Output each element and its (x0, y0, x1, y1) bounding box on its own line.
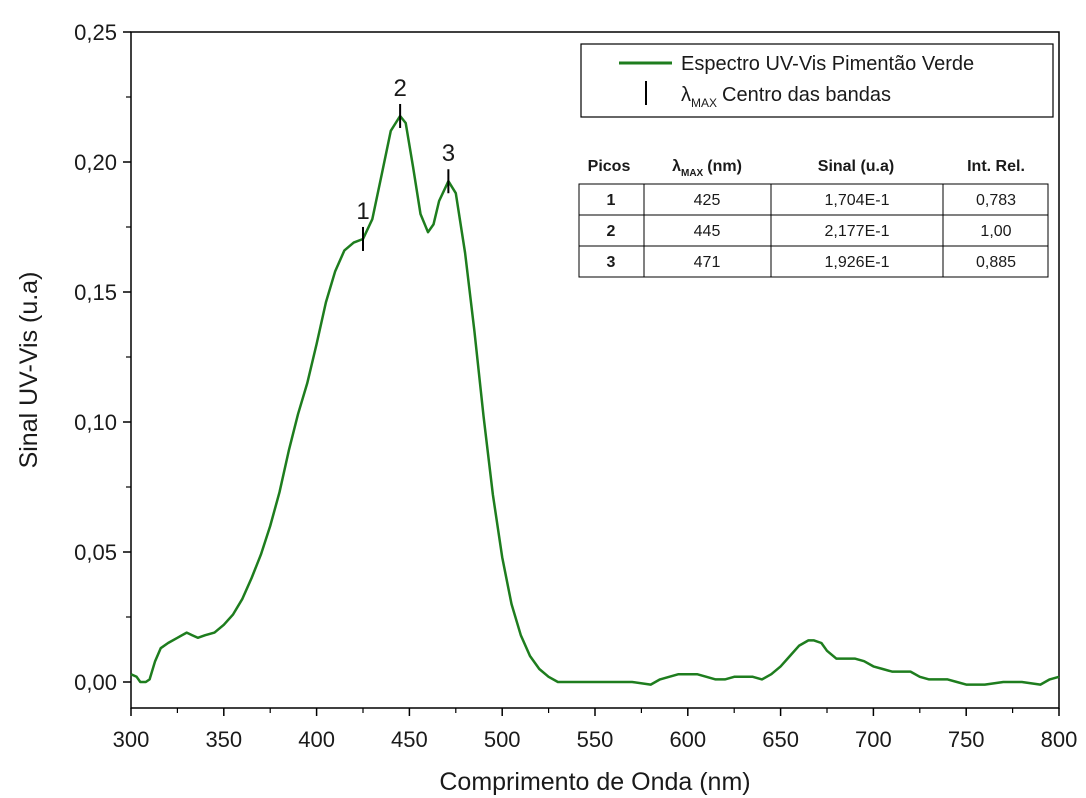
table-grid (578, 183, 1049, 278)
legend-marker-text: Centro das bandas (722, 84, 891, 106)
spectrum-line (130, 114, 1060, 686)
x-tick-label: 800 (1041, 727, 1078, 752)
peak-label-3: 3 (442, 140, 455, 167)
y-tick-label: 0,25 (74, 20, 117, 45)
peak-markers: 1 2 3 (356, 75, 455, 251)
table-header-picos: Picos (588, 158, 631, 175)
y-tick-label: 0,00 (74, 670, 117, 695)
x-tick-label: 600 (669, 727, 706, 752)
legend-line-label: Espectro UV-Vis Pimentão Verde (681, 53, 974, 75)
table-header-lambda: λMAX (nm) (672, 158, 742, 179)
y-tick-label: 0,15 (74, 280, 117, 305)
y-axis-title: Sinal UV-Vis (u.a) (15, 272, 43, 469)
table-row-3-pico: 3 (607, 254, 616, 271)
y-tick-label: 0,20 (74, 150, 117, 175)
plot-frame (130, 31, 1060, 709)
table-row-3-sinal: 1,926E-1 (825, 254, 890, 271)
peak-label-1: 1 (356, 198, 369, 225)
x-tick-label: 300 (113, 727, 150, 752)
table-row-2-lambda: 445 (694, 223, 721, 240)
table-header-lambda-sub: MAX (681, 168, 704, 179)
legend-lambda-symbol: λ (681, 84, 691, 106)
y-axis-ticks: 0,00 0,05 0,10 0,15 0,20 0,25 (74, 20, 131, 695)
table-row-1-sinal: 1,704E-1 (825, 192, 890, 209)
x-axis-ticks: 300 350 400 450 500 550 600 650 700 750 800 (113, 708, 1078, 752)
x-tick-label: 750 (948, 727, 985, 752)
legend-lambda-sub: MAX (691, 96, 717, 110)
x-tick-label: 450 (391, 727, 428, 752)
x-tick-label: 650 (762, 727, 799, 752)
table-row-2-pico: 2 (607, 223, 616, 240)
table-header-sinal: Sinal (u.a) (818, 158, 894, 175)
x-tick-label: 350 (205, 727, 242, 752)
table-row-1-pico: 1 (607, 192, 616, 209)
peak-table: Picos λMAX (nm) Sinal (u.a) Int. Rel. 1 4… (578, 158, 1049, 278)
legend-marker-label: λMAX Centro das bandas (681, 84, 891, 110)
x-tick-label: 400 (298, 727, 335, 752)
table-row-2-int-rel: 1,00 (980, 223, 1011, 240)
table-row-1-int-rel: 0,783 (976, 192, 1016, 209)
table-row-1-lambda: 425 (694, 192, 721, 209)
x-axis-title: Comprimento de Onda (nm) (439, 768, 750, 796)
table-header-lambda-symbol: λ (672, 158, 681, 175)
y-tick-label: 0,10 (74, 410, 117, 435)
table-row-3-int-rel: 0,885 (976, 254, 1016, 271)
x-tick-label: 500 (484, 727, 521, 752)
legend: Espectro UV-Vis Pimentão Verde λMAX Centr… (580, 43, 1054, 118)
table-row-3-lambda: 471 (694, 254, 721, 271)
x-tick-label: 700 (855, 727, 892, 752)
y-tick-label: 0,05 (74, 540, 117, 565)
x-tick-label: 550 (577, 727, 614, 752)
legend-box (580, 43, 1054, 118)
table-header-lambda-unit: (nm) (707, 158, 742, 175)
table-row-2-sinal: 2,177E-1 (825, 223, 890, 240)
peak-label-2: 2 (393, 75, 406, 102)
table-header-int-rel: Int. Rel. (967, 158, 1025, 175)
